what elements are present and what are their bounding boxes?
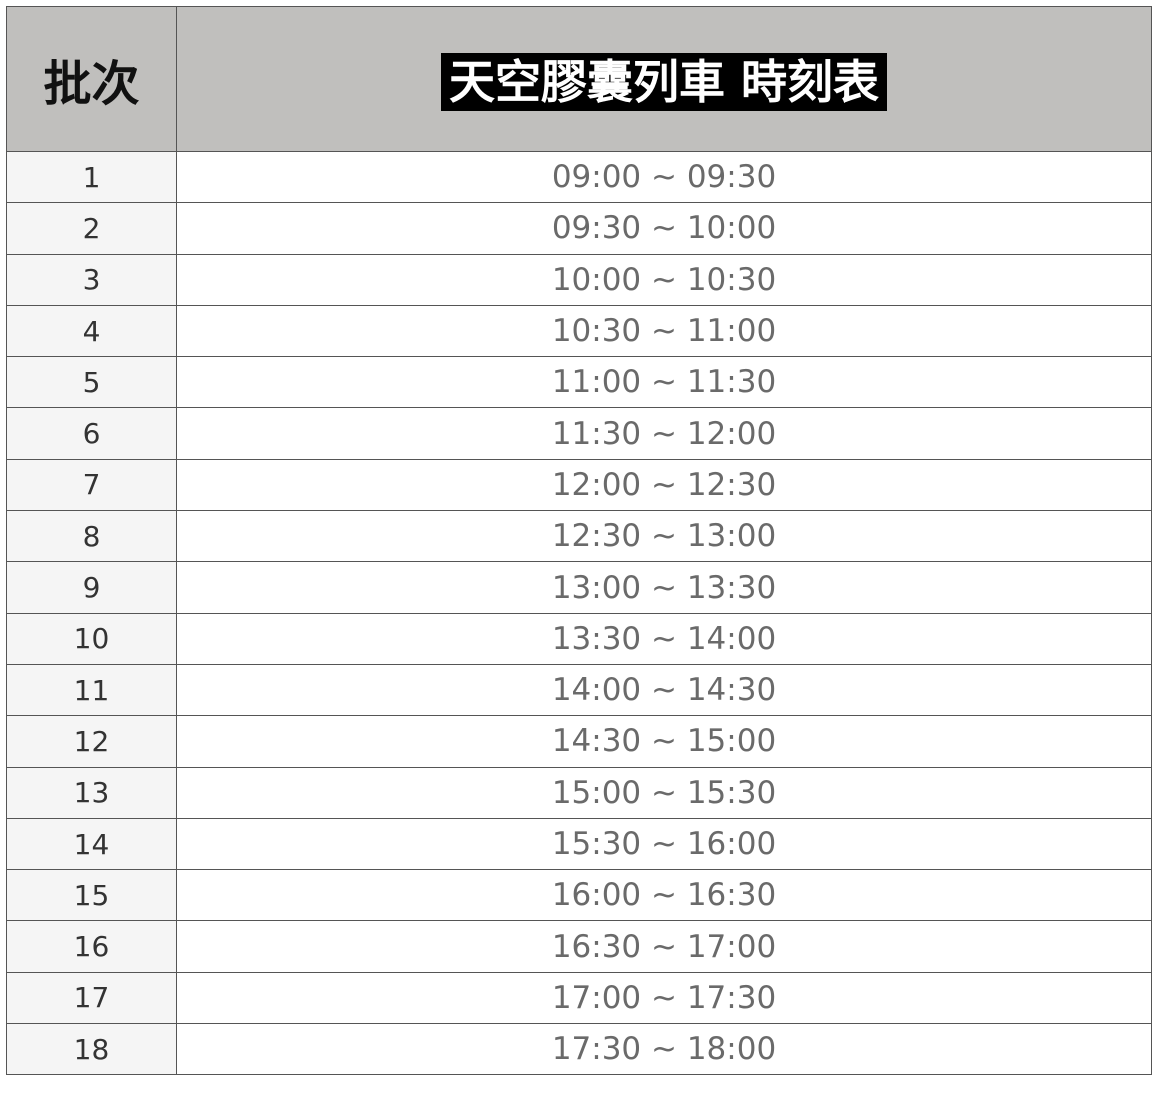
- time-slot: 15:30 ~ 16:00: [176, 817, 1152, 871]
- batch-number: 17: [6, 971, 177, 1025]
- table-row: 2 09:30 ~ 10:00: [6, 202, 1152, 255]
- table-row: 18 17:30 ~ 18:00: [6, 1023, 1152, 1076]
- time-slot: 11:00 ~ 11:30: [176, 356, 1152, 409]
- table-row: 8 12:30 ~ 13:00: [6, 510, 1152, 563]
- time-slot: 16:00 ~ 16:30: [176, 869, 1152, 922]
- batch-header: 批次: [6, 6, 177, 152]
- batch-number: 12: [6, 715, 177, 768]
- batch-number: 16: [6, 920, 177, 973]
- table-row: 4 10:30 ~ 11:00: [6, 304, 1152, 358]
- table-row: 5 11:00 ~ 11:30: [6, 356, 1152, 409]
- batch-number: 1: [6, 150, 177, 204]
- table-row: 6 11:30 ~ 12:00: [6, 407, 1152, 460]
- batch-number: 10: [6, 612, 177, 665]
- table-row: 1 09:00 ~ 09:30: [6, 150, 1152, 204]
- table-row: 14 15:30 ~ 16:00: [6, 817, 1152, 871]
- batch-number: 15: [6, 869, 177, 922]
- batch-number: 7: [6, 458, 177, 512]
- batch-number: 18: [6, 1023, 177, 1076]
- batch-number: 9: [6, 561, 177, 614]
- batch-number: 14: [6, 817, 177, 871]
- time-slot: 17:30 ~ 18:00: [176, 1023, 1152, 1076]
- time-slot: 09:00 ~ 09:30: [176, 150, 1152, 204]
- time-slot: 12:30 ~ 13:00: [176, 510, 1152, 563]
- time-slot: 10:00 ~ 10:30: [176, 253, 1152, 306]
- title-header: 天空膠囊列車 時刻表: [176, 6, 1152, 152]
- batch-number: 13: [6, 766, 177, 819]
- time-slot: 13:00 ~ 13:30: [176, 561, 1152, 614]
- time-slot: 14:30 ~ 15:00: [176, 715, 1152, 768]
- time-slot: 09:30 ~ 10:00: [176, 202, 1152, 255]
- table-row: 15 16:00 ~ 16:30: [6, 869, 1152, 922]
- batch-number: 5: [6, 356, 177, 409]
- time-slot: 11:30 ~ 12:00: [176, 407, 1152, 460]
- table-row: 11 14:00 ~ 14:30: [6, 663, 1152, 717]
- time-slot: 10:30 ~ 11:00: [176, 304, 1152, 358]
- table-row: 9 13:00 ~ 13:30: [6, 561, 1152, 614]
- table-row: 13 15:00 ~ 15:30: [6, 766, 1152, 819]
- time-slot: 13:30 ~ 14:00: [176, 612, 1152, 665]
- table-row: 3 10:00 ~ 10:30: [6, 253, 1152, 306]
- batch-number: 8: [6, 510, 177, 563]
- batch-number: 3: [6, 253, 177, 306]
- timetable: 批次 天空膠囊列車 時刻表 1 09:00 ~ 09:30 2 09:30 ~ 10:…: [6, 6, 1152, 1076]
- batch-number: 11: [6, 663, 177, 717]
- time-slot: 17:00 ~ 17:30: [176, 971, 1152, 1025]
- batch-number: 2: [6, 202, 177, 255]
- batch-number: 6: [6, 407, 177, 460]
- table-row: 7 12:00 ~ 12:30: [6, 458, 1152, 512]
- time-slot: 15:00 ~ 15:30: [176, 766, 1152, 819]
- table-row: 10 13:30 ~ 14:00: [6, 612, 1152, 665]
- batch-number: 4: [6, 304, 177, 358]
- timetable-title: 天空膠囊列車 時刻表: [440, 53, 887, 111]
- time-slot: 12:00 ~ 12:30: [176, 458, 1152, 512]
- time-slot: 16:30 ~ 17:00: [176, 920, 1152, 973]
- table-row: 12 14:30 ~ 15:00: [6, 715, 1152, 768]
- table-row: 17 17:00 ~ 17:30: [6, 971, 1152, 1025]
- time-slot: 14:00 ~ 14:30: [176, 663, 1152, 717]
- table-row: 16 16:30 ~ 17:00: [6, 920, 1152, 973]
- header-row: 批次 天空膠囊列車 時刻表: [6, 6, 1152, 152]
